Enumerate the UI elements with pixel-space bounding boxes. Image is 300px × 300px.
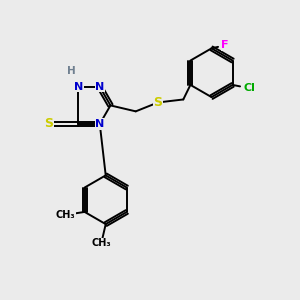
Text: H: H <box>67 65 75 76</box>
Text: N: N <box>74 82 83 92</box>
Text: N: N <box>95 82 104 92</box>
Text: F: F <box>221 40 229 50</box>
Text: CH₃: CH₃ <box>92 238 111 248</box>
Text: Cl: Cl <box>243 83 255 93</box>
Text: S: S <box>44 117 53 130</box>
Text: N: N <box>95 119 104 129</box>
Text: S: S <box>154 96 163 109</box>
Text: CH₃: CH₃ <box>56 210 75 220</box>
